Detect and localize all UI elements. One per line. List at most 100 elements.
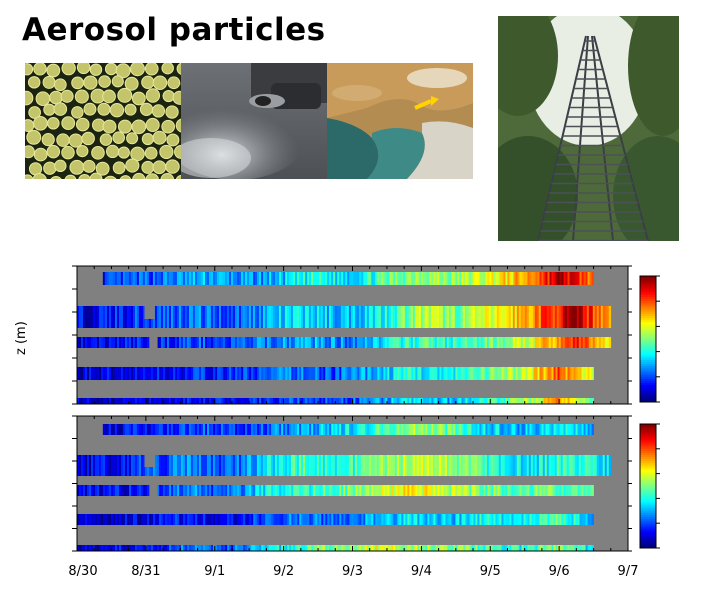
heatmap-cell bbox=[515, 424, 518, 435]
heatmap-cell bbox=[373, 514, 376, 525]
heatmap-cell bbox=[312, 337, 316, 348]
colorbar-segment bbox=[640, 385, 656, 388]
heatmap-cell bbox=[387, 424, 390, 435]
heatmap-cell bbox=[465, 367, 468, 380]
heatmap-cell bbox=[427, 424, 430, 435]
heatmap-cell bbox=[562, 455, 566, 476]
heatmap-cell bbox=[528, 306, 532, 328]
heatmap-cell bbox=[549, 545, 552, 551]
heatmap-cell bbox=[352, 306, 356, 328]
heatmap-cell bbox=[560, 455, 564, 476]
heatmap-cell bbox=[273, 367, 276, 380]
heatmap-cell bbox=[401, 485, 404, 496]
heatmap-cell bbox=[430, 455, 434, 476]
heatmap-cell bbox=[162, 337, 166, 348]
heatmap-cell bbox=[432, 455, 436, 476]
colorbar-segment bbox=[640, 438, 656, 441]
heatmap-cell bbox=[349, 398, 352, 404]
heatmap-cell bbox=[337, 272, 340, 285]
heatmap-cell bbox=[467, 424, 470, 435]
heatmap-cell bbox=[517, 367, 520, 380]
heatmap-cell bbox=[429, 485, 432, 496]
heatmap-cell bbox=[569, 398, 572, 404]
heatmap-cell bbox=[321, 424, 324, 435]
heatmap-cell bbox=[129, 545, 132, 551]
heatmap-cell bbox=[249, 545, 252, 551]
heatmap-cell bbox=[137, 545, 140, 551]
heatmap-cell bbox=[323, 367, 326, 380]
heatmap-cell bbox=[423, 545, 426, 551]
heatmap-cell bbox=[156, 272, 160, 285]
heatmap-cell bbox=[92, 337, 96, 348]
heatmap-cell bbox=[340, 306, 344, 328]
x-tick-label: 9/7 bbox=[617, 564, 639, 579]
heatmap-cell bbox=[521, 398, 524, 404]
heatmap-cell bbox=[239, 367, 242, 380]
heatmap-cell bbox=[265, 485, 268, 496]
heatmap-cell bbox=[85, 455, 88, 476]
heatmap-cell bbox=[104, 424, 108, 435]
heatmap-cell bbox=[526, 306, 530, 328]
colorbar-segment bbox=[640, 301, 656, 304]
heatmap-cell bbox=[393, 485, 396, 496]
heatmap-cell bbox=[399, 485, 402, 496]
heatmap-cell bbox=[537, 367, 540, 380]
heatmap-cell bbox=[263, 424, 266, 435]
heatmap-cell bbox=[182, 272, 186, 285]
heatmap-cell bbox=[577, 272, 580, 285]
heatmap-cell bbox=[255, 272, 258, 285]
heatmap-cell bbox=[491, 514, 494, 525]
heatmap-cell bbox=[118, 455, 122, 476]
heatmap-cell bbox=[181, 545, 184, 551]
heatmap-cell bbox=[544, 337, 548, 348]
heatmap-cell bbox=[233, 545, 236, 551]
heatmap-cell bbox=[343, 485, 346, 496]
heatmap-cell bbox=[425, 367, 428, 380]
heatmap-cell bbox=[585, 367, 588, 380]
heatmap-cell bbox=[146, 272, 150, 285]
colorbar-segment bbox=[640, 434, 656, 437]
heatmap-cell bbox=[585, 485, 588, 496]
heatmap-cell bbox=[293, 398, 296, 404]
heatmap-cell bbox=[438, 306, 442, 328]
heatmap-cell bbox=[454, 455, 458, 476]
heatmap-cell bbox=[227, 424, 230, 435]
heatmap-cell bbox=[413, 485, 416, 496]
heatmap-cell bbox=[429, 367, 432, 380]
heatmap-cell bbox=[488, 337, 492, 348]
heatmap-cell bbox=[444, 455, 448, 476]
heatmap-cell bbox=[551, 545, 554, 551]
heatmap-cell bbox=[477, 398, 480, 404]
heatmap-cell bbox=[486, 337, 490, 348]
heatmap-cell bbox=[217, 367, 220, 380]
heatmap-cell bbox=[201, 485, 204, 496]
heatmap-cell bbox=[327, 545, 330, 551]
heatmap-cell bbox=[110, 337, 114, 348]
heatmap-cell bbox=[81, 306, 84, 328]
heatmap-cell bbox=[498, 455, 502, 476]
heatmap-cell bbox=[523, 272, 526, 285]
heatmap-cell bbox=[260, 455, 264, 476]
heatmap-cell bbox=[549, 272, 552, 285]
heatmap-cell bbox=[571, 485, 574, 496]
heatmap-cell bbox=[126, 455, 130, 476]
heatmap-cell bbox=[414, 337, 418, 348]
heatmap-cell bbox=[139, 545, 142, 551]
x-tick-label: 9/4 bbox=[410, 564, 432, 579]
heatmap-cell bbox=[173, 398, 176, 404]
heatmap-cell bbox=[359, 272, 362, 285]
heatmap-cell bbox=[307, 485, 310, 496]
heatmap-cell bbox=[279, 367, 282, 380]
heatmap-cell bbox=[570, 337, 574, 348]
colorbar-segment bbox=[640, 278, 656, 281]
heatmap-cell bbox=[363, 514, 366, 525]
heatmap-cell bbox=[243, 424, 246, 435]
heatmap-cell bbox=[525, 424, 528, 435]
heatmap-cell bbox=[263, 514, 266, 525]
heatmap-cell bbox=[499, 545, 502, 551]
heatmap-cell bbox=[155, 367, 158, 380]
heatmap-cell bbox=[358, 337, 362, 348]
heatmap-cell bbox=[220, 455, 224, 476]
heatmap-cell bbox=[183, 545, 186, 551]
heatmap-cell bbox=[273, 545, 276, 551]
